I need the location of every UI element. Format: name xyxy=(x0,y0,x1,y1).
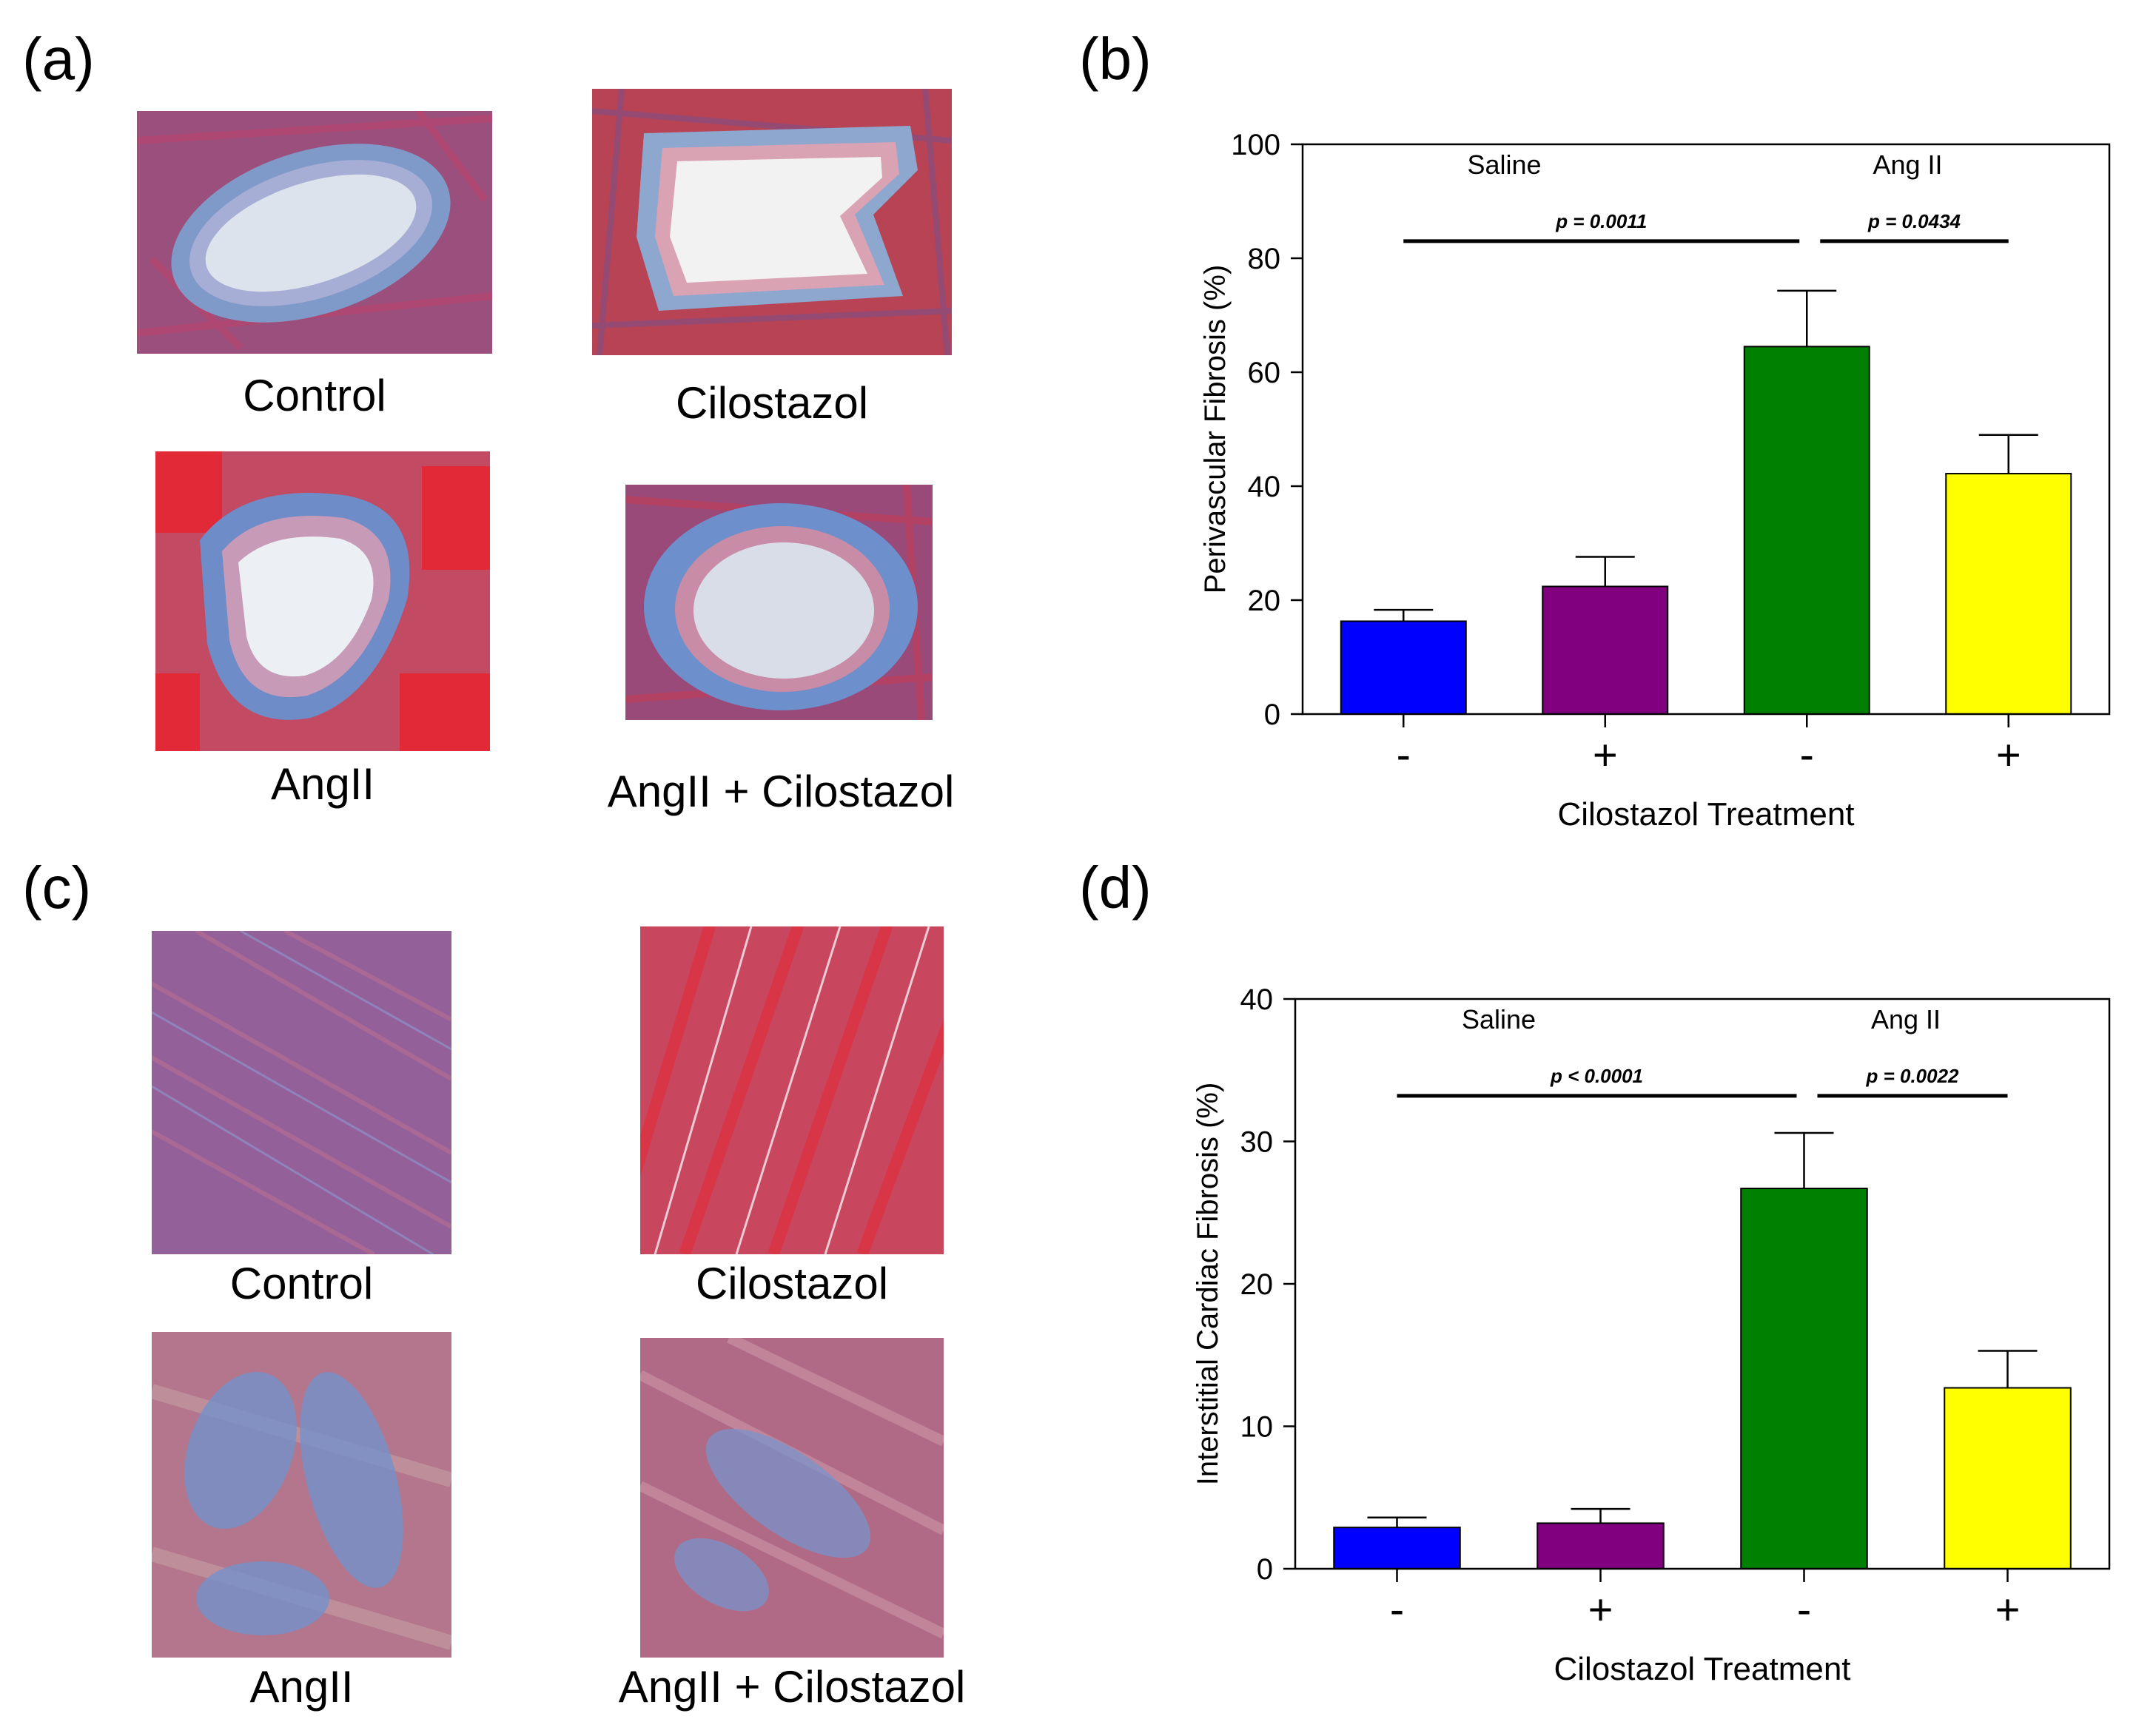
bar-1 xyxy=(1536,1522,1665,1570)
group-label-saline: Saline xyxy=(1462,1004,1536,1034)
x-tick-label-3: + xyxy=(1995,1586,2021,1634)
x-tick-label-3: + xyxy=(1996,731,2021,779)
bar-1 xyxy=(1542,585,1669,716)
y-tick-label-0: 0 xyxy=(1264,699,1280,731)
panel-label-d: (d) xyxy=(1079,855,1152,921)
micrograph-c-angii xyxy=(152,1332,451,1658)
bar-3 xyxy=(1945,473,2072,715)
caption-c-angii: AngII xyxy=(249,1662,354,1712)
micrograph-c-cilostazol xyxy=(640,926,944,1254)
micrograph-a-cilostazol xyxy=(592,89,952,355)
group-label-angii: Ang II xyxy=(1871,1004,1941,1034)
x-tick-label-1: + xyxy=(1588,1586,1613,1634)
micrograph-a-angii xyxy=(155,451,490,751)
y-tick-label-0: 0 xyxy=(1257,1553,1273,1586)
micrograph-a-control xyxy=(137,111,492,354)
group-label-saline: Saline xyxy=(1467,149,1541,180)
chart-d-svg: 0 10 20 30 40 - + - + Cilostazol Treatment Interst… xyxy=(1192,983,2111,1687)
caption-a-angii: AngII xyxy=(270,759,375,809)
significance-label-0: p < 0.0001 xyxy=(1550,1065,1643,1087)
y-tick-label-2: 40 xyxy=(1248,471,1281,503)
plot-frame xyxy=(1301,143,2111,716)
significance-label-1: p = 0.0022 xyxy=(1865,1065,1959,1087)
y-tick-label-4: 80 xyxy=(1248,243,1281,275)
micrograph-c-angii-cilostazol xyxy=(640,1338,944,1658)
panel-label-a: (a) xyxy=(22,26,95,92)
significance-label-1: p = 0.0434 xyxy=(1867,210,1961,232)
bar-3 xyxy=(1944,1387,2072,1570)
x-axis-label: Cilostazol Treatment xyxy=(1554,1651,1850,1687)
y-tick-label-1: 10 xyxy=(1240,1411,1274,1444)
micrograph-a-angii-cilostazol xyxy=(625,485,933,720)
caption-c-cilostazol: Cilostazol xyxy=(695,1259,889,1308)
caption-a-cilostazol: Cilostazol xyxy=(675,378,869,428)
micrograph-c-control xyxy=(152,931,451,1254)
y-tick-label-3: 60 xyxy=(1248,357,1281,389)
bar-0 xyxy=(1333,1527,1461,1570)
y-axis-label: Perivascular Fibrosis (%) xyxy=(1199,265,1232,594)
y-tick-label-3: 30 xyxy=(1240,1126,1274,1159)
caption-c-control: Control xyxy=(229,1259,374,1308)
group-label-angii: Ang II xyxy=(1873,149,1942,180)
x-tick-label-1: + xyxy=(1593,731,1618,779)
y-tick-label-4: 40 xyxy=(1240,983,1274,1016)
chart-d: 0 10 20 30 40 - + - + Cilostazol Treatment Interst… xyxy=(1184,969,2117,1709)
chart-b-svg: 0 20 40 60 80 100 - + - + Cilostazol Treatment Peri… xyxy=(1199,129,2111,832)
caption-c-angii-cilostazol: AngII + Cilostazol xyxy=(618,1662,966,1712)
bar-0 xyxy=(1340,620,1467,715)
caption-a-control: Control xyxy=(243,371,386,420)
bar-2 xyxy=(1743,346,1870,715)
y-tick-label-1: 20 xyxy=(1248,585,1281,617)
y-axis-label: Interstitial Cardiac Fibrosis (%) xyxy=(1192,1083,1224,1486)
x-tick-label-0: - xyxy=(1390,1586,1404,1634)
caption-a-angii-cilostazol: AngII + Cilostazol xyxy=(607,767,955,816)
y-tick-label-5: 100 xyxy=(1231,129,1280,161)
bar-2 xyxy=(1740,1188,1868,1570)
x-tick-label-2: - xyxy=(1800,731,1814,779)
x-tick-label-2: - xyxy=(1797,1586,1811,1634)
significance-label-0: p = 0.0011 xyxy=(1555,210,1647,232)
x-axis-label: Cilostazol Treatment xyxy=(1557,796,1854,832)
y-tick-label-2: 20 xyxy=(1240,1268,1274,1301)
panel-label-b: (b) xyxy=(1079,26,1152,92)
x-tick-label-0: - xyxy=(1397,731,1411,779)
chart-b: 0 20 40 60 80 100 - + - + Cilostazol Treatment Peri… xyxy=(1184,118,2117,844)
panel-label-c: (c) xyxy=(22,855,92,921)
